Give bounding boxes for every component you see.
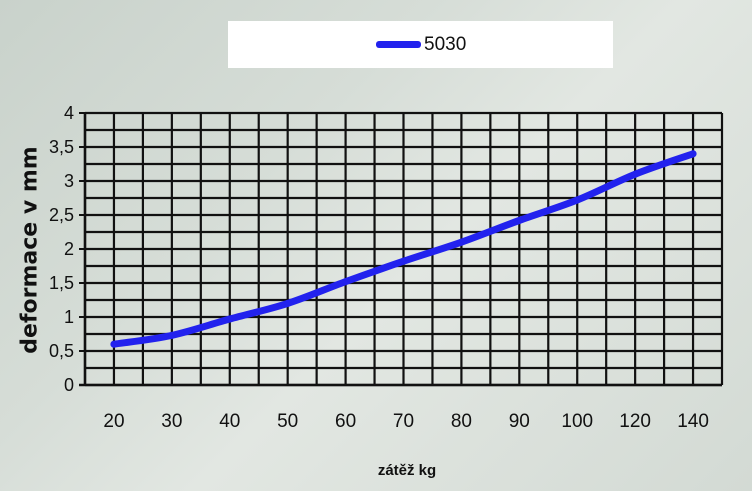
x-axis-label: zátěž kg — [377, 462, 437, 479]
y-tick-label: 1,5 — [49, 273, 74, 293]
y-tick-label: 4 — [64, 103, 74, 123]
x-tick-label: 30 — [161, 411, 182, 432]
x-tick-label: 140 — [677, 411, 709, 432]
data-point — [226, 315, 234, 323]
y-axis-label: deformace v mm — [17, 146, 43, 354]
data-point — [631, 170, 639, 178]
data-point — [110, 340, 118, 348]
x-tick-labels: 20 30 40 50 60 70 80 90 100 120 140 — [103, 411, 709, 432]
y-tick-label: 2,5 — [49, 205, 74, 225]
data-point — [168, 331, 176, 339]
y-tick-label: 3,5 — [49, 137, 74, 157]
grid — [83, 111, 724, 387]
x-tick-label: 60 — [335, 411, 356, 432]
x-tick-label: 120 — [619, 411, 651, 432]
x-tick-label: 100 — [561, 411, 593, 432]
y-tick-labels: 0 0,5 1 1,5 2 2,5 3 3,5 4 — [49, 103, 85, 395]
y-tick-label: 3 — [64, 171, 74, 191]
x-tick-label: 70 — [393, 411, 414, 432]
legend: 5030 — [228, 21, 613, 68]
y-tick-label: 1 — [64, 307, 74, 327]
data-point — [342, 278, 350, 286]
series-group — [110, 150, 697, 348]
x-tick-label: 50 — [277, 411, 298, 432]
x-tick-label: 20 — [103, 411, 124, 432]
data-point — [573, 196, 581, 204]
data-point — [457, 238, 465, 246]
y-tick-label: 0 — [64, 375, 74, 395]
y-tick-label: 0,5 — [49, 341, 74, 361]
legend-swatch — [376, 41, 421, 48]
data-point — [284, 299, 292, 307]
data-point — [515, 216, 523, 224]
data-point — [689, 150, 697, 158]
x-tick-label: 90 — [509, 411, 530, 432]
y-tick-label: 2 — [64, 239, 74, 259]
legend-label: 5030 — [424, 34, 467, 55]
x-tick-label: 40 — [219, 411, 240, 432]
data-point — [400, 257, 407, 265]
x-tick-label: 80 — [451, 411, 472, 432]
